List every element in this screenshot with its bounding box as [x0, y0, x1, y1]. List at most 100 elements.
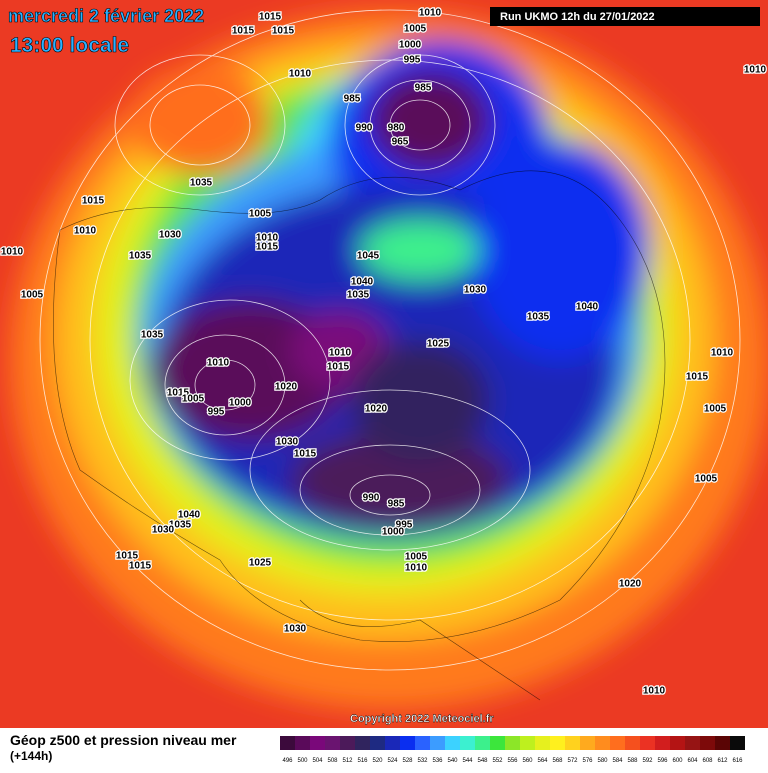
- isobar-label: 1030: [284, 624, 307, 635]
- scale-label: 508: [327, 758, 338, 764]
- isobar-label: 1020: [619, 579, 642, 590]
- isobar-label: 1040: [576, 302, 599, 313]
- map-field: [0, 0, 768, 728]
- isobar-label: 1010: [405, 563, 428, 574]
- scale-swatch: [295, 736, 310, 750]
- scale-swatch: [490, 736, 505, 750]
- isobar-label: 1005: [704, 404, 727, 415]
- scale-label: 588: [627, 758, 638, 764]
- isobar-label: 985: [344, 94, 361, 105]
- scale-label: 616: [732, 758, 743, 764]
- isobar-label: 1005: [249, 209, 272, 220]
- scale-swatch: [445, 736, 460, 750]
- isobar-label: 1030: [152, 525, 175, 536]
- scale-swatch: [610, 736, 625, 750]
- scale-swatch: [310, 736, 325, 750]
- isobar-label: 1005: [404, 24, 427, 35]
- footer-lead: (+144h): [10, 749, 52, 763]
- scale-label: 504: [312, 758, 323, 764]
- isobar-label: 1010: [256, 233, 279, 244]
- isobar-label: 1015: [294, 449, 317, 460]
- scale-swatch: [640, 736, 655, 750]
- scale-label: 600: [672, 758, 683, 764]
- scale-label: 540: [447, 758, 458, 764]
- isobar-label: 1020: [365, 404, 388, 415]
- scale-swatch: [505, 736, 520, 750]
- isobar-label: 1005: [405, 552, 428, 563]
- footer-title: Géop z500 et pression niveau mer: [10, 732, 237, 748]
- scale-label: 536: [432, 758, 443, 764]
- scale-swatch: [355, 736, 370, 750]
- scale-label: 592: [642, 758, 653, 764]
- isobar-label: 1015: [129, 561, 152, 572]
- isobar-label: 1010: [419, 8, 442, 19]
- scale-swatch: [580, 736, 595, 750]
- scale-label: 512: [342, 758, 353, 764]
- isobar-label: 1010: [289, 69, 312, 80]
- scale-swatch: [565, 736, 580, 750]
- isobar-label: 1035: [129, 251, 152, 262]
- scale-swatch: [715, 736, 730, 750]
- isobar-label: 1010: [711, 348, 734, 359]
- isobar-label: 1010: [1, 247, 24, 258]
- scale-label: 516: [357, 758, 368, 764]
- scale-label: 604: [687, 758, 698, 764]
- scale-swatch: [400, 736, 415, 750]
- isobar-label: 1010: [207, 358, 230, 369]
- scale-label: 556: [507, 758, 518, 764]
- scale-swatch: [730, 736, 745, 750]
- scale-label: 532: [417, 758, 428, 764]
- isobar-label: 1000: [229, 398, 252, 409]
- scale-swatch: [415, 736, 430, 750]
- scale-swatch: [670, 736, 685, 750]
- isobar-label: 1000: [382, 527, 405, 538]
- isobar-label: 1010: [74, 226, 97, 237]
- isobar-label: 1035: [169, 520, 192, 531]
- scale-label: 524: [387, 758, 398, 764]
- run-box: [490, 7, 760, 26]
- scale-label: 612: [717, 758, 728, 764]
- scale-swatch: [430, 736, 445, 750]
- isobar-label: 1005: [695, 474, 718, 485]
- scale-swatch: [550, 736, 565, 750]
- scale-swatch: [325, 736, 340, 750]
- isobar-label: 1015: [82, 196, 105, 207]
- isobar-label: 985: [415, 83, 432, 94]
- scale-label: 548: [477, 758, 488, 764]
- isobar-label: 1030: [276, 437, 299, 448]
- isobar-label: 1010: [643, 686, 666, 697]
- scale-swatch: [655, 736, 670, 750]
- scale-label: 528: [402, 758, 413, 764]
- scale-swatch: [700, 736, 715, 750]
- isobar-label: 1015: [232, 26, 255, 37]
- isobar-label: 965: [392, 137, 409, 148]
- isobar-label: 1005: [182, 394, 205, 405]
- isobar-label: 990: [363, 493, 380, 504]
- isobar-label: 1015: [116, 551, 139, 562]
- date-title: mercredi 2 février 2022: [8, 6, 204, 26]
- scale-label: 584: [612, 758, 623, 764]
- scale-swatch: [685, 736, 700, 750]
- isobar-label: 1035: [527, 312, 550, 323]
- scale-label: 568: [552, 758, 563, 764]
- scale-swatch: [460, 736, 475, 750]
- isobar-label: 995: [396, 520, 413, 531]
- scale-swatch: [385, 736, 400, 750]
- isobar-label: 1020: [275, 382, 298, 393]
- scale-swatch: [475, 736, 490, 750]
- isobar-label: 1015: [256, 242, 279, 253]
- isobar-label: 1045: [357, 251, 380, 262]
- isobar-label: 1015: [167, 388, 190, 399]
- color-scale: 496 500 504 508 512 516 520 524 528 532 536 540 544 5…: [280, 736, 745, 764]
- isobar-label: 1005: [21, 290, 44, 301]
- scale-label: 564: [537, 758, 548, 764]
- isobar-label: 1010: [744, 65, 767, 76]
- scale-swatch: [280, 736, 295, 750]
- scale-label: 572: [567, 758, 578, 764]
- scale-swatch: [370, 736, 385, 750]
- run-info: Run UKMO 12h du 27/01/2022: [500, 11, 655, 23]
- isobar-label: 1025: [427, 339, 450, 350]
- scale-label: 560: [522, 758, 533, 764]
